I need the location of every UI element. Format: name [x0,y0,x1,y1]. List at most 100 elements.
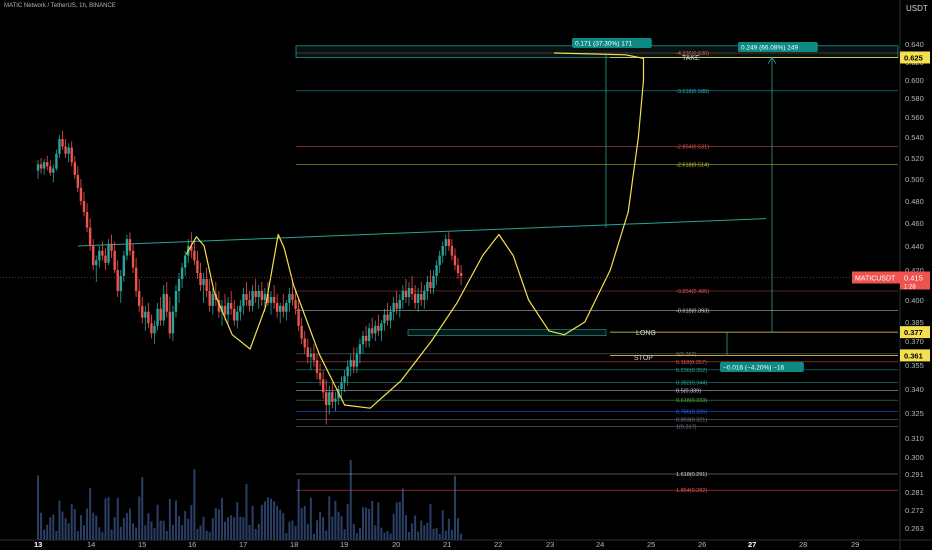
candle-body [162,294,165,321]
candle-body [279,305,282,312]
candle-body [73,162,76,175]
volume-bar [407,532,410,540]
volume-bar [374,525,377,540]
candle-body [367,328,371,341]
volume-bar [297,479,300,540]
candle-body [205,279,208,291]
y-tick-label: 0.440 [905,242,924,251]
candle-body [55,153,58,169]
fib-level-label: 0(0.362) [676,352,697,358]
candle-body [352,360,355,367]
volume-bar [331,516,334,540]
volume-bar [325,530,328,540]
candle-body [153,325,156,334]
candle-body [248,300,251,306]
candle-body [459,273,463,276]
candle-body [79,187,83,201]
volume-bar [153,528,156,540]
candle-body [229,302,233,309]
neckline-trendline [77,218,767,247]
candle-body [269,297,273,303]
volume-bar [457,518,460,540]
volume-bar [144,525,147,540]
candle-body [91,246,95,266]
volume-bar [190,505,193,540]
candle-body [58,139,61,154]
candle-body [447,239,451,246]
projection-sketch [185,52,645,409]
y-tick-label: 0.300 [905,453,924,462]
candle-body [441,246,444,256]
y-tick-label: 0.420 [905,266,924,275]
y-tick-label: 0.340 [905,385,924,394]
candle-body [82,201,86,212]
candle-body [239,305,242,312]
x-tick-label: 21 [443,540,451,549]
candle-body [300,325,303,339]
y-tick-label: 0.370 [905,337,924,346]
candle-body [254,291,257,297]
candle-body [131,250,135,268]
candle-body [392,302,395,312]
candle-body [334,398,337,402]
candle-body [242,294,245,306]
volume-bar [386,530,389,540]
candle-body [420,294,423,300]
candle-body [275,302,279,312]
volume-bar [444,530,447,540]
candle-body [398,300,401,309]
candle-body [364,335,368,341]
volume-bar [303,505,306,540]
volume-bar [86,508,89,540]
candle-body [288,294,291,303]
volume-bar [174,500,177,540]
volume-bar [199,525,202,540]
candle-body [383,314,386,324]
volume-bar [61,511,64,540]
last-price-bg [900,271,930,290]
volume-bar [107,497,110,540]
candle-body [49,166,52,173]
measure-badge-3: −0.016 (−4.20%) −16 [723,365,785,372]
y-tick-label: 0.291 [905,470,924,479]
fib-level-label: -2.618(0.514) [676,162,709,168]
candle-body [426,282,429,291]
volume-bar [104,498,107,540]
volume-bar [138,496,141,540]
y-tick-label: 0.640 [905,40,924,49]
y-tick-label: 0.400 [905,296,924,305]
x-tick-label: 19 [340,540,348,549]
volume-bar [312,533,315,540]
x-tick-label: 22 [494,540,502,549]
volume-bar [257,523,260,540]
candle-body [346,366,349,377]
y-tick-label: 0.480 [905,197,924,206]
candle-body [328,392,331,405]
candle-body [45,162,49,167]
measure-badge-1-bg [572,38,652,48]
candle-body [202,279,205,285]
volume-bar [135,527,138,540]
candle-body [285,302,288,312]
volume-bar [70,504,73,540]
candle-body [183,255,187,268]
volume-bar [270,498,273,540]
candle-body [171,311,175,334]
volume-bar [441,510,444,540]
volume-bar [438,533,441,540]
volume-bar [233,517,236,540]
volume-bar [435,527,438,540]
volume-bar [168,498,171,540]
candle-body [358,344,362,354]
last-price-value: 0.415 [904,274,923,283]
candle-body [374,325,377,334]
volume-bar [285,533,288,540]
volume-bar [377,502,380,540]
volume-bar [230,515,233,540]
entry-zone [407,329,607,336]
fib-level-label: 0.786(0.326) [676,409,707,415]
candle-body [407,288,411,297]
candle-body [61,139,64,147]
candle-body [113,250,116,270]
